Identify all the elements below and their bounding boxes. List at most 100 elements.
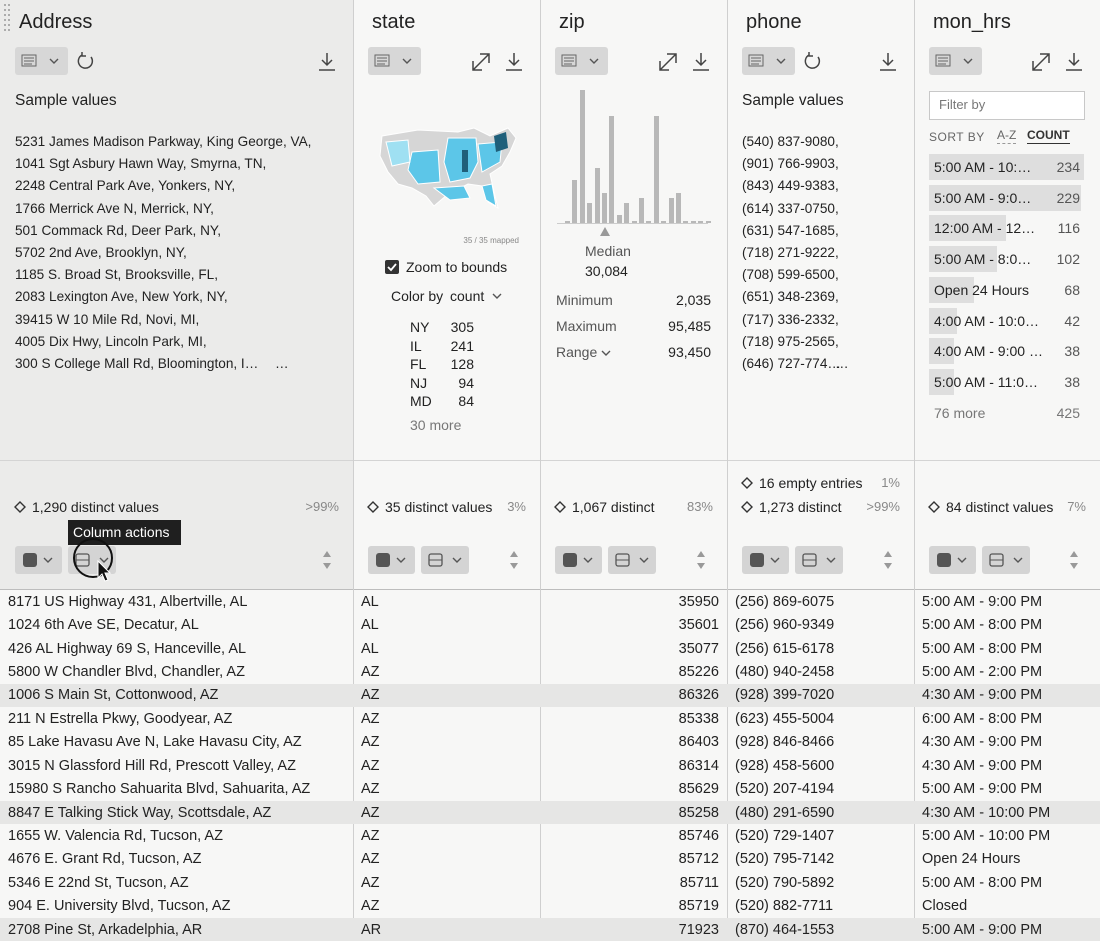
sample-value: 501 Commack Rd, Deer Park, NY,: [15, 222, 221, 238]
cell: (256) 615-6178: [735, 640, 835, 657]
reset-icon[interactable]: [76, 51, 96, 71]
download-icon[interactable]: [878, 51, 898, 73]
type-button[interactable]: [555, 546, 602, 574]
view-button[interactable]: [555, 47, 608, 75]
range-chevron[interactable]: [600, 348, 612, 358]
color-by-label: Color by: [391, 288, 444, 304]
sort-icon[interactable]: [696, 550, 706, 570]
row-highlight: [0, 918, 1100, 941]
state-label: NJ: [410, 374, 428, 391]
cell: (928) 399-7020: [735, 687, 835, 704]
cell: 5:00 AM - 8:00 PM: [922, 640, 1043, 657]
type-button[interactable]: [929, 546, 976, 574]
value-count: 38: [1064, 373, 1080, 390]
download-icon[interactable]: [504, 51, 524, 73]
view-button[interactable]: [929, 47, 982, 75]
sort-icon[interactable]: [322, 550, 332, 570]
expand-icon[interactable]: [1030, 51, 1052, 73]
sort-option[interactable]: A-Z: [997, 128, 1017, 144]
cell: 5:00 AM - 9:00 PM: [922, 921, 1043, 938]
sort-icon[interactable]: [509, 550, 519, 570]
state-count: 84: [458, 393, 474, 409]
cell: AL: [361, 617, 379, 634]
cell: (256) 960-9349: [735, 617, 835, 634]
histogram-bar: [624, 203, 630, 223]
sample-value: 39415 W 10 Mile Rd, Novi, MI,: [15, 311, 200, 327]
histogram-bar: [602, 193, 607, 223]
expand-icon[interactable]: [470, 51, 492, 73]
sort-icon[interactable]: [883, 550, 893, 570]
sample-value: (718) 975-2565,: [742, 333, 839, 349]
summary-label: Range: [556, 344, 598, 360]
cell: (480) 940-2458: [735, 664, 835, 680]
sort-icon[interactable]: [1069, 550, 1079, 570]
state-more: 30 more: [410, 417, 462, 433]
view-button[interactable]: [15, 47, 68, 75]
cell: AZ: [361, 828, 380, 844]
cell: 5:00 AM - 8:00 PM: [922, 874, 1043, 891]
column-divider: [914, 0, 915, 941]
view-icon: [21, 54, 59, 67]
histogram-bar: [609, 116, 615, 223]
summary-value: 2,035: [675, 292, 711, 308]
download-icon[interactable]: [1064, 51, 1084, 73]
cell: 85712: [678, 851, 719, 868]
view-button[interactable]: [742, 47, 795, 75]
value-count: 68: [1064, 281, 1080, 298]
color-by-chevron[interactable]: [491, 291, 503, 301]
sort-label: SORT BY: [929, 130, 985, 144]
filter-box[interactable]: [929, 91, 1085, 120]
sample-value: 5231 James Madison Parkway, King George,…: [15, 134, 312, 149]
median-label: Median: [585, 243, 631, 259]
type-button[interactable]: [15, 546, 62, 574]
histogram-bar: [668, 198, 674, 223]
cell: AZ: [361, 781, 380, 798]
count-bar: [929, 184, 1081, 211]
cell: AZ: [361, 664, 380, 680]
value-count: 116: [1057, 220, 1080, 237]
histogram-bar: [690, 221, 696, 223]
expand-icon[interactable]: [657, 51, 679, 73]
cell: AZ: [361, 874, 380, 891]
type-button[interactable]: [368, 546, 415, 574]
cell: 3015 N Glassford Hill Rd, Prescott Valle…: [8, 757, 296, 774]
state-label: IL: [410, 337, 422, 354]
cell: (256) 869-6075: [735, 593, 835, 610]
stat-pct: 83%: [686, 499, 713, 514]
download-icon[interactable]: [691, 51, 711, 73]
more-count: 425: [1056, 405, 1080, 421]
cell: (928) 846-8466: [735, 734, 835, 751]
value-count: 229: [1056, 189, 1080, 206]
actions-icon: [428, 553, 462, 567]
sort-option[interactable]: COUNT: [1027, 128, 1070, 144]
zoom-checkbox[interactable]: [384, 259, 400, 275]
download-icon[interactable]: [317, 51, 337, 73]
state-count: 241: [450, 337, 474, 354]
stat-pct: >99%: [305, 499, 339, 514]
column-name: mon_hrs: [933, 11, 1011, 33]
histogram-bar: [579, 90, 585, 223]
cell: 6:00 AM - 8:00 PM: [922, 710, 1043, 727]
view-button[interactable]: [368, 47, 421, 75]
sample-value: (646) 727-774…: [742, 356, 841, 371]
column-name: zip: [559, 11, 585, 33]
cell: AR: [361, 921, 382, 938]
cell: 71923: [678, 921, 719, 938]
cell: 85 Lake Havasu Ave N, Lake Havasu City, …: [8, 734, 302, 751]
reset-icon[interactable]: [803, 51, 823, 71]
stat-icon: [367, 501, 379, 513]
row-highlight: [0, 800, 1100, 825]
stat-icon: [741, 501, 753, 513]
cell: AZ: [361, 851, 380, 868]
actions-icon: [75, 553, 109, 567]
stat-text: 84 distinct values: [946, 499, 1054, 515]
type-button[interactable]: [742, 546, 789, 574]
cell: 85746: [678, 828, 719, 844]
cell: (480) 291-6590: [735, 804, 835, 821]
sample-value: (614) 337-0750,: [742, 200, 839, 216]
cell: 86326: [678, 687, 719, 704]
type-icon: [23, 553, 53, 567]
histogram-bar: [646, 221, 652, 223]
count-bar: [929, 215, 1006, 242]
